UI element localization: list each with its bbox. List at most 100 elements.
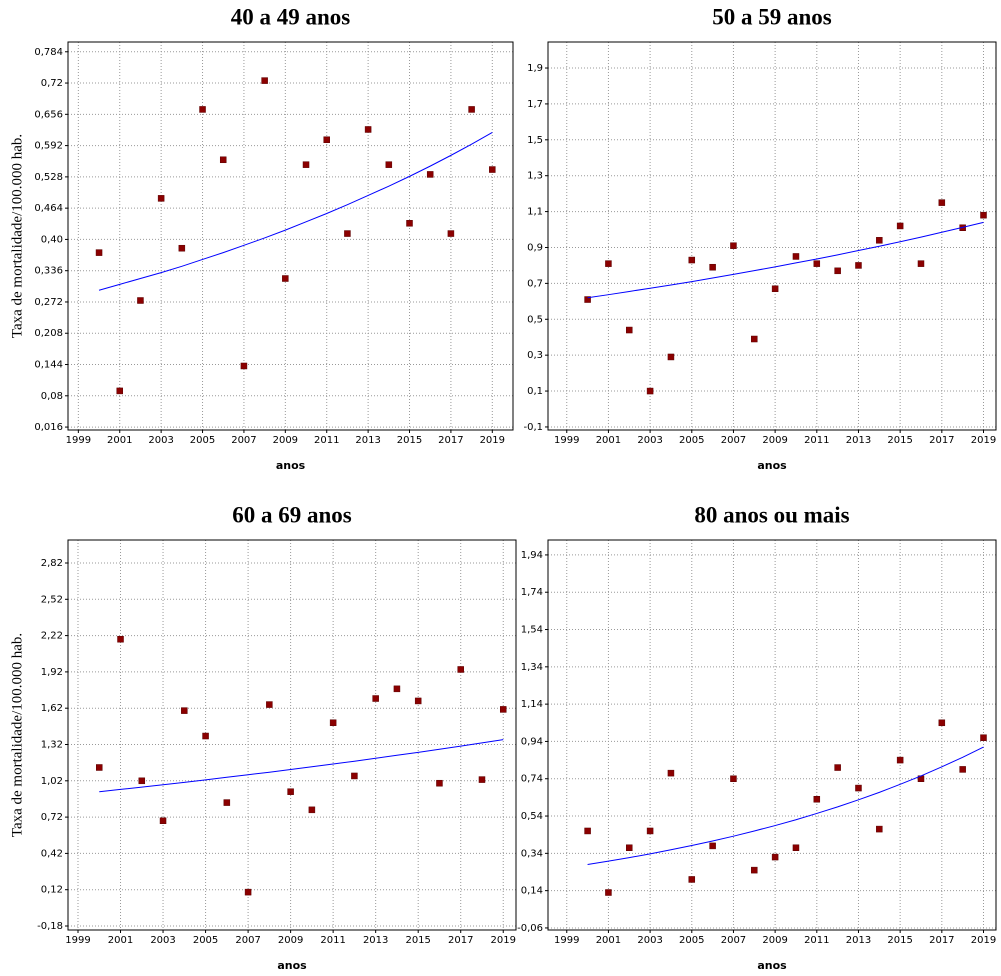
data-point: [385, 161, 393, 168]
data-point: [457, 666, 464, 673]
y-tick-label: 0,336: [34, 266, 63, 277]
data-point: [138, 777, 146, 785]
x-tick-label: 2003: [637, 935, 662, 946]
data-point: [499, 706, 507, 713]
y-tick-label: 0,42: [41, 848, 63, 859]
y-tick-label: 1,74: [521, 587, 543, 598]
x-tick-label: 2013: [355, 435, 380, 446]
x-tick-label: 2017: [929, 935, 954, 946]
x-tick-label: 2001: [107, 435, 132, 446]
data-point: [202, 732, 209, 740]
data-point: [605, 260, 612, 267]
data-point: [646, 827, 654, 835]
data-point: [282, 275, 289, 282]
data-point: [393, 685, 401, 693]
y-tick-label: 0,34: [521, 848, 543, 859]
data-point: [240, 362, 248, 370]
x-axis-label: anos: [757, 959, 787, 972]
data-point: [626, 326, 633, 334]
x-tick-label: 2003: [148, 435, 173, 446]
data-point: [244, 888, 252, 896]
y-tick-label: 0,72: [41, 78, 63, 89]
data-point: [855, 784, 862, 792]
x-tick-label: 2015: [405, 935, 430, 946]
chart-title: 60 a 69 anos: [232, 502, 352, 527]
data-point: [181, 707, 188, 714]
trend-line: [98, 131, 493, 291]
y-tick-label: 0,784: [34, 47, 63, 58]
x-tick-label: 2005: [190, 435, 215, 446]
y-tick-label: 1,5: [527, 135, 543, 146]
data-point: [159, 817, 167, 824]
data-point: [261, 77, 268, 84]
data-point: [709, 842, 716, 850]
data-point: [667, 769, 675, 777]
chart-title: 80 anos ou mais: [694, 502, 849, 527]
x-tick-label: 2013: [846, 935, 871, 946]
y-tick-label: 2,22: [41, 631, 63, 642]
x-tick-label: 2009: [762, 935, 787, 946]
data-point: [308, 806, 316, 814]
data-point: [96, 764, 103, 771]
y-tick-label: 0,3: [527, 350, 543, 361]
data-point: [980, 211, 987, 219]
y-tick-label: 1,62: [41, 703, 63, 714]
y-axis-label: Taxa de mortalidade/100.000 hab.: [9, 134, 25, 338]
data-point: [751, 335, 758, 343]
y-tick-label: 0,656: [34, 109, 63, 120]
trend-line: [587, 746, 984, 866]
x-tick-label: 2017: [929, 435, 954, 446]
data-point: [917, 260, 925, 267]
data-point: [730, 775, 737, 782]
y-tick-label: -0,18: [37, 921, 63, 932]
y-tick-label: 0,5: [527, 314, 543, 325]
data-point: [117, 635, 124, 643]
trend-line: [99, 739, 504, 793]
data-point: [323, 136, 330, 143]
data-point: [344, 230, 351, 237]
y-tick-label: 0,1: [527, 386, 543, 397]
data-point: [771, 853, 779, 861]
data-point: [364, 126, 372, 133]
y-tick-label: 0,14: [521, 886, 543, 897]
data-point: [751, 866, 758, 874]
x-tick-label: 2005: [679, 435, 704, 446]
trend-line: [587, 221, 984, 299]
chart-title: 50 a 59 anos: [712, 4, 832, 29]
data-point: [730, 242, 737, 249]
y-tick-label: 0,7: [527, 278, 543, 289]
data-point: [219, 156, 227, 164]
y-tick-label: 0,9: [527, 242, 543, 253]
x-tick-label: 2003: [150, 935, 175, 946]
y-tick-label: 0,54: [521, 811, 543, 822]
data-point: [95, 249, 103, 256]
y-tick-label: 0,08: [41, 391, 63, 402]
data-point: [896, 222, 904, 230]
data-point: [116, 387, 123, 395]
y-tick-label: 1,54: [521, 625, 543, 636]
data-point: [406, 220, 413, 227]
x-tick-label: 1999: [554, 435, 579, 446]
y-tick-label: 1,1: [527, 207, 543, 218]
data-point: [938, 199, 946, 206]
y-tick-label: 0,94: [521, 736, 543, 747]
x-tick-label: 2015: [397, 435, 422, 446]
data-point: [688, 256, 696, 264]
data-point: [266, 701, 273, 708]
data-point: [478, 776, 486, 783]
data-point: [813, 260, 821, 267]
y-tick-label: 0,12: [41, 885, 63, 896]
x-tick-label: 2011: [804, 935, 829, 946]
y-tick-label: 0,74: [521, 774, 543, 785]
x-tick-label: 2011: [804, 435, 829, 446]
data-point: [792, 253, 800, 260]
x-tick-label: 1999: [554, 935, 579, 946]
x-tick-label: 2009: [273, 435, 298, 446]
data-point: [329, 719, 337, 726]
data-point: [813, 796, 821, 803]
x-tick-label: 2001: [596, 435, 621, 446]
data-point: [137, 297, 144, 304]
data-point: [834, 764, 841, 771]
data-point: [447, 230, 455, 237]
data-point: [709, 263, 716, 271]
